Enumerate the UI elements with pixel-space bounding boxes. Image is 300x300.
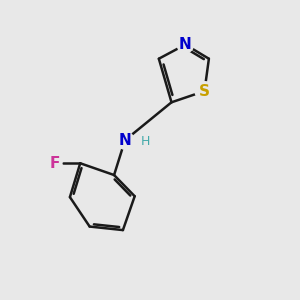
Circle shape (177, 36, 194, 53)
Text: H: H (141, 135, 151, 148)
Text: F: F (50, 156, 60, 171)
Text: N: N (179, 37, 192, 52)
Circle shape (49, 157, 62, 170)
Text: N: N (118, 133, 131, 148)
Circle shape (116, 131, 134, 149)
Circle shape (195, 82, 214, 100)
Text: S: S (199, 84, 210, 99)
